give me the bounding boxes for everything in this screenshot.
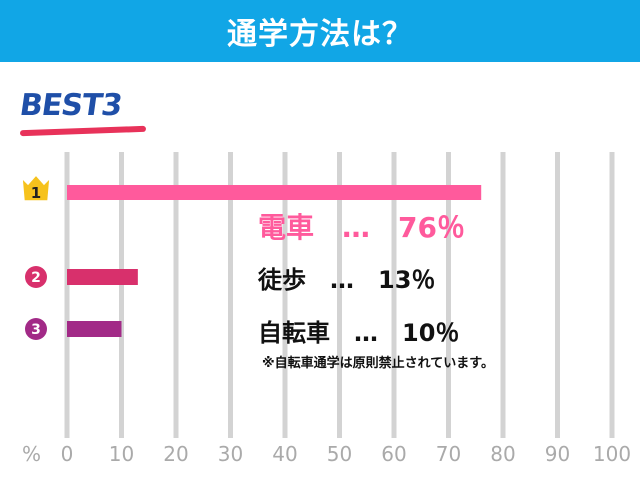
crown-icon: 1 (21, 173, 51, 202)
x-tick-label: 70 (435, 442, 462, 466)
circle-number-icon: 2 (25, 266, 47, 288)
x-tick-label: 20 (163, 442, 189, 466)
x-tick-label: 10 (108, 442, 135, 466)
rank-layer: 1 2 3 (21, 173, 51, 340)
x-tick-label: 60 (381, 442, 407, 466)
bar-rank-1 (67, 185, 482, 200)
x-tick-label: 80 (490, 442, 516, 466)
footnote: ※自転車通学は原則禁止されています。 (262, 356, 494, 371)
bar-rank-2 (67, 269, 138, 285)
label-rank-2: 徒歩 … 13％ (258, 266, 436, 294)
x-tick-label: 50 (326, 442, 353, 466)
label-rank-1: 電車 … 76％ (258, 211, 465, 244)
bar-rank-3 (67, 321, 122, 337)
page-title: 通学方法は？ (227, 17, 413, 52)
x-tick-label: 0 (60, 442, 74, 466)
rank-number-1: 1 (31, 184, 41, 202)
x-axis-unit: % (22, 442, 42, 466)
x-tick-label: 30 (217, 442, 244, 466)
label-rank-3: 自転車 … 10％ (258, 319, 460, 347)
x-tick-label: 100 (592, 442, 632, 466)
bar-layer (67, 185, 482, 337)
rank-number-2: 2 (31, 270, 41, 286)
header-bar: 通学方法は？ (0, 0, 640, 62)
x-tick-label: 90 (544, 442, 571, 466)
circle-number-icon: 3 (25, 318, 47, 340)
x-tick-label: 40 (272, 442, 298, 466)
rank-number-3: 3 (31, 322, 41, 338)
